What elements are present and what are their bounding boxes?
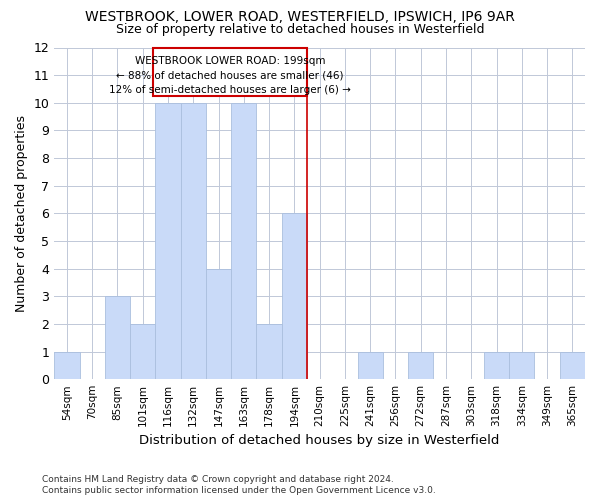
X-axis label: Distribution of detached houses by size in Westerfield: Distribution of detached houses by size … [139, 434, 500, 448]
Text: Size of property relative to detached houses in Westerfield: Size of property relative to detached ho… [116, 22, 484, 36]
Text: Contains HM Land Registry data © Crown copyright and database right 2024.: Contains HM Land Registry data © Crown c… [42, 475, 394, 484]
Y-axis label: Number of detached properties: Number of detached properties [15, 115, 28, 312]
Bar [560, 352, 585, 379]
Bar [256, 324, 282, 379]
Bar [130, 324, 155, 379]
Bar [231, 103, 256, 379]
Text: Contains public sector information licensed under the Open Government Licence v3: Contains public sector information licen… [42, 486, 436, 495]
Bar [484, 352, 509, 379]
Bar [181, 103, 206, 379]
FancyBboxPatch shape [153, 48, 307, 96]
Bar [509, 352, 535, 379]
Bar [282, 214, 307, 379]
Bar [408, 352, 433, 379]
Bar [54, 352, 80, 379]
Bar [206, 268, 231, 379]
Text: WESTBROOK LOWER ROAD: 199sqm: WESTBROOK LOWER ROAD: 199sqm [134, 56, 325, 66]
Bar [155, 103, 181, 379]
Bar [358, 352, 383, 379]
Text: ← 88% of detached houses are smaller (46): ← 88% of detached houses are smaller (46… [116, 70, 344, 80]
Text: WESTBROOK, LOWER ROAD, WESTERFIELD, IPSWICH, IP6 9AR: WESTBROOK, LOWER ROAD, WESTERFIELD, IPSW… [85, 10, 515, 24]
Bar [105, 296, 130, 379]
Text: 12% of semi-detached houses are larger (6) →: 12% of semi-detached houses are larger (… [109, 84, 351, 94]
